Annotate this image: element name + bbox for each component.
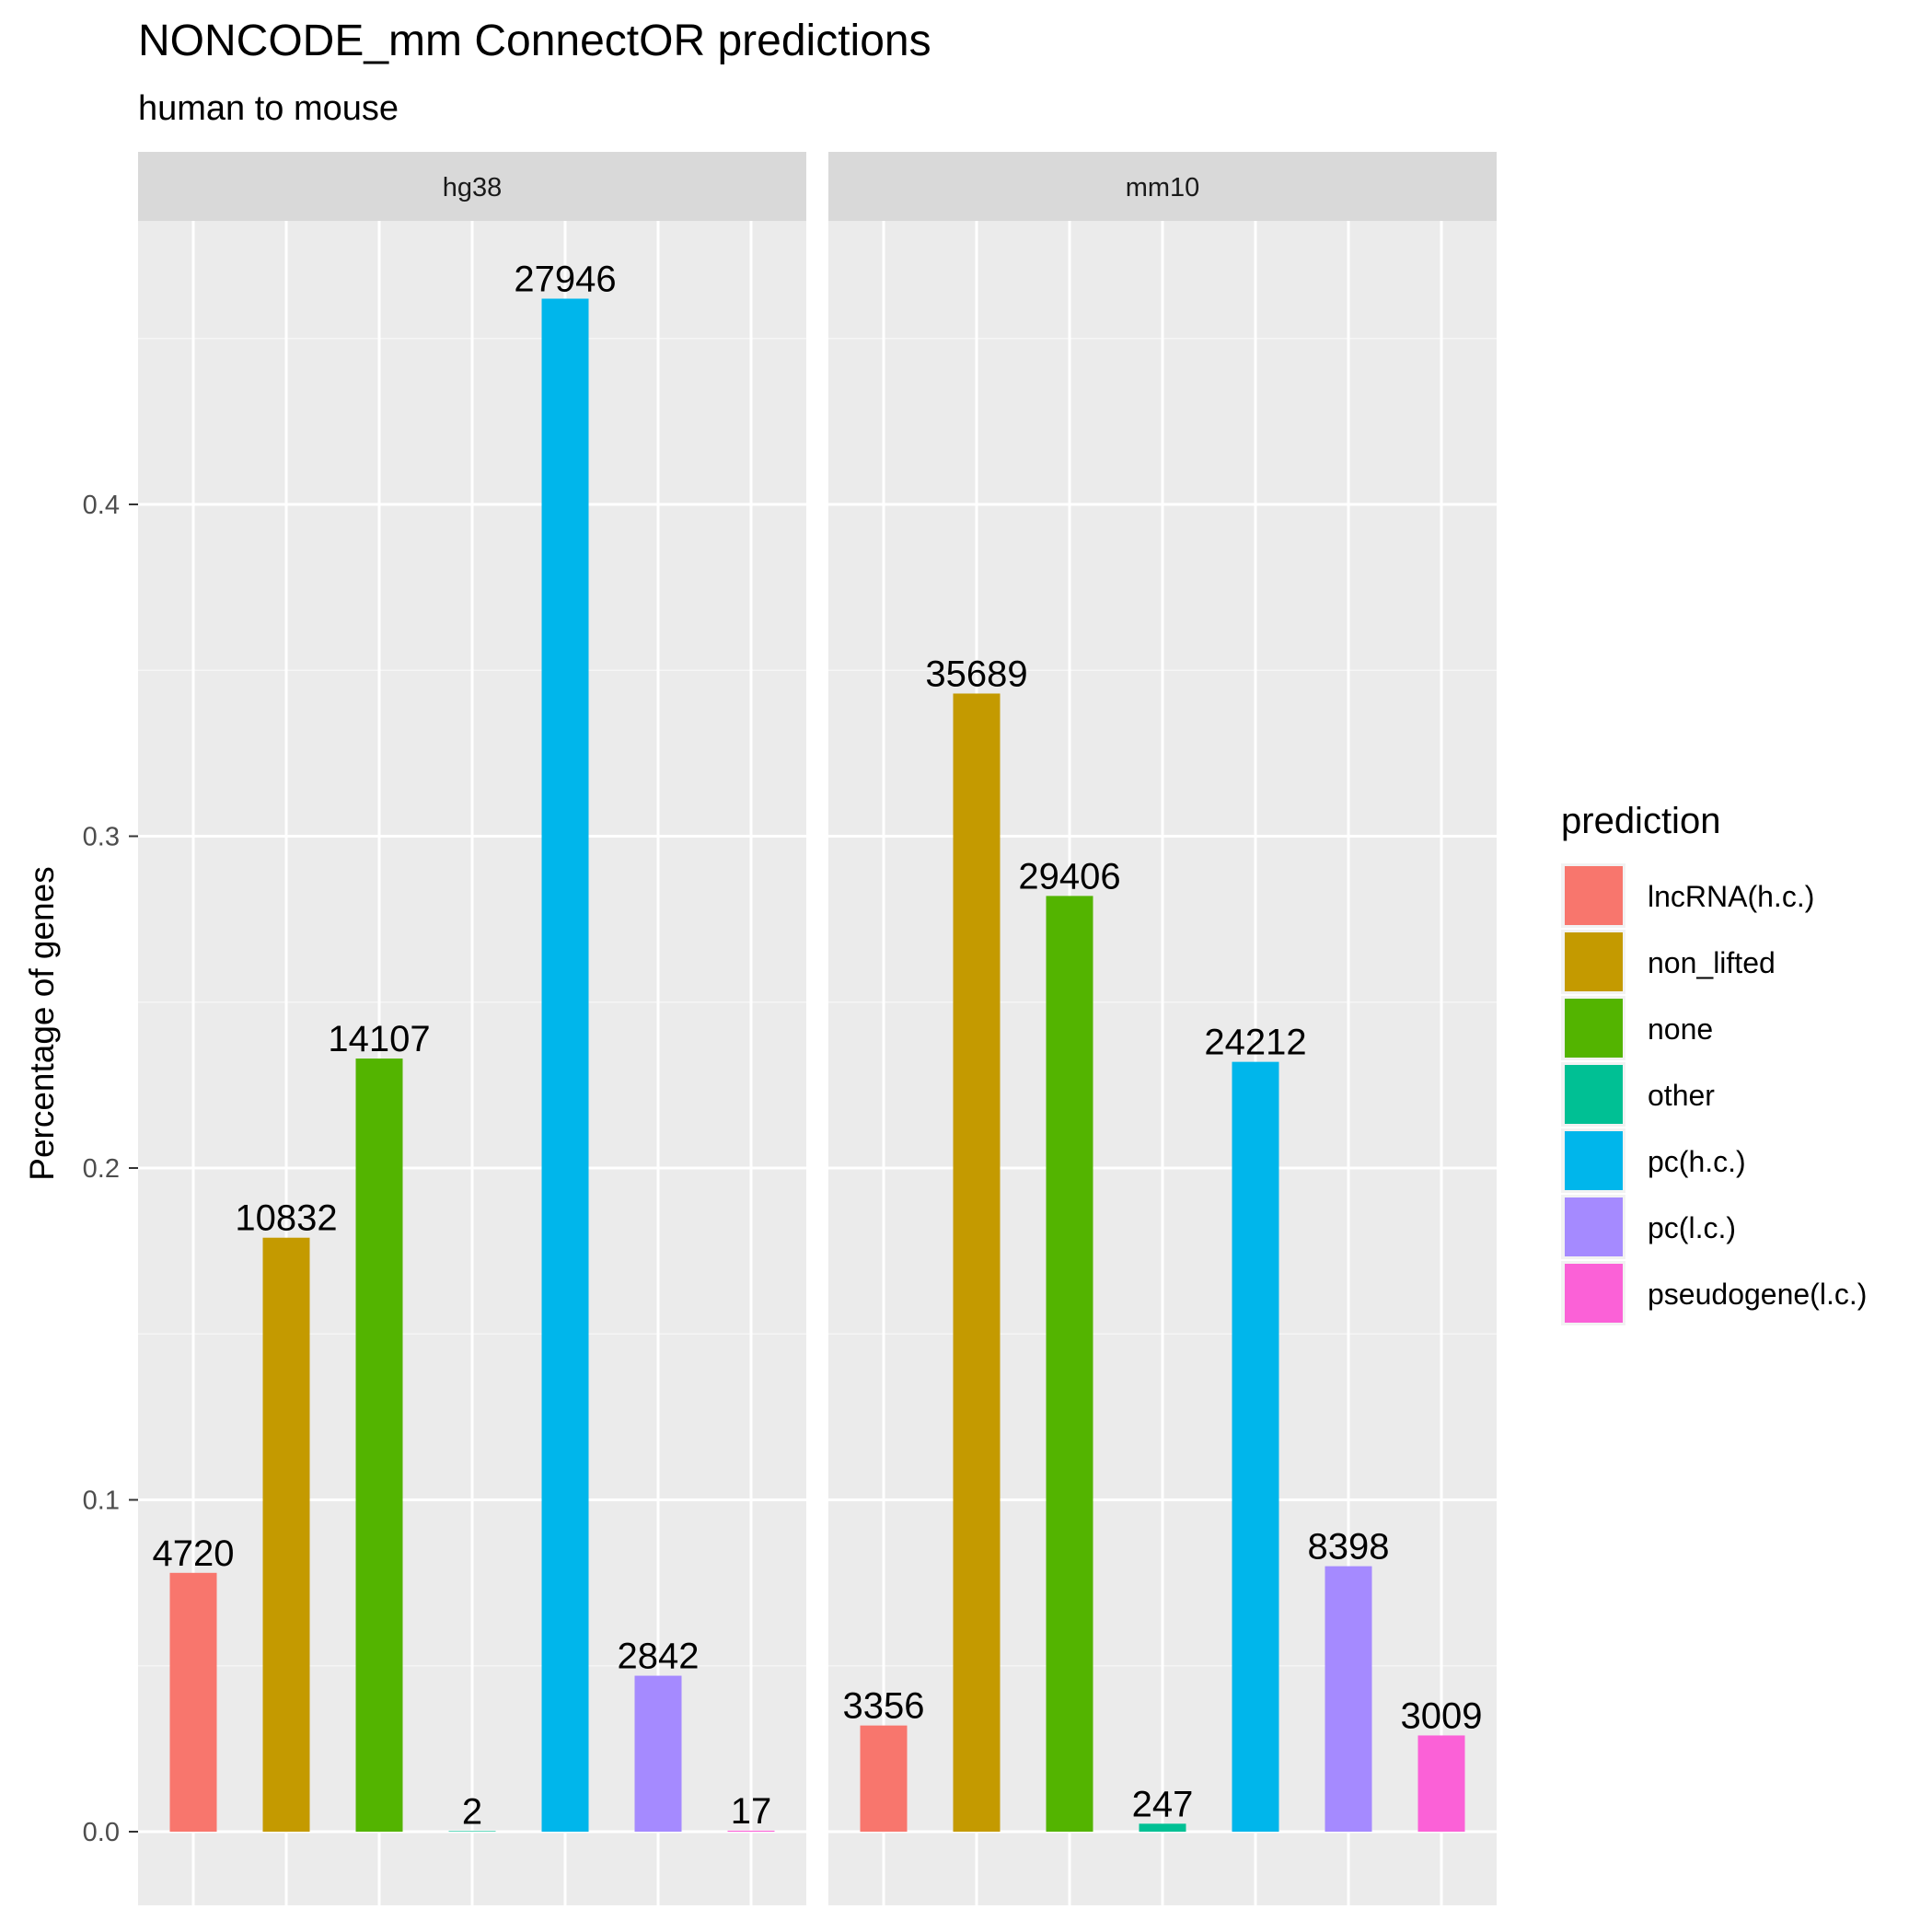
legend-swatch-pseudogene(l.c.) [1565,1264,1623,1323]
bar-data-label: 24212 [1204,1023,1306,1063]
legend-swatch-pc(h.c.) [1565,1131,1623,1190]
legend-label: pc(h.c.) [1648,1145,1746,1178]
bar-data-label: 2842 [618,1637,700,1677]
bar-hg38-other [448,1831,496,1832]
bar-mm10-pc(l.c.) [1325,1566,1372,1832]
y-axis: 0.0 0.1 0.2 0.3 0.4 [83,491,138,1847]
legend-swatch-non_lifted [1565,932,1623,991]
bar-data-label: 2 [462,1791,482,1832]
legend-label: pseudogene(l.c.) [1648,1278,1867,1311]
bar-hg38-non_lifted [262,1237,310,1832]
y-tick-label: 0.4 [83,491,120,520]
bar-mm10-none [1046,896,1093,1832]
bar-data-label: 8398 [1308,1527,1390,1568]
facet-strip [828,152,1497,221]
facet-strip-label: hg38 [443,173,503,202]
facet-panel-hg38: hg38 4720 10832 14107 2 27946 2842 17 [138,152,806,1905]
bar-data-label: 35689 [925,654,1027,694]
bar-data-label: 27946 [514,259,616,299]
y-tick-label: 0.2 [83,1154,120,1184]
bar-data-label: 3356 [843,1686,925,1727]
chart-subtitle: human to mouse [138,89,399,128]
legend-title: prediction [1561,801,1720,841]
y-tick-label: 0.0 [83,1818,120,1847]
facet-strip [138,152,806,221]
bar-data-label: 4720 [153,1533,235,1574]
legend-label: lncRNA(h.c.) [1648,880,1814,913]
y-axis-title: Percentage of genes [23,866,61,1180]
bar-hg38-pc(h.c.) [541,298,589,1832]
legend-label: non_lifted [1648,946,1776,979]
legend-label: pc(l.c.) [1648,1211,1736,1244]
bar-hg38-lncRNA(h.c.) [169,1572,217,1832]
bar-data-label: 29406 [1018,856,1120,897]
bar-mm10-non_lifted [953,693,1001,1832]
bar-mm10-lncRNA(h.c.) [860,1725,908,1832]
legend-swatch-none [1565,999,1623,1058]
legend-label: other [1648,1079,1715,1112]
bar-data-label: 17 [731,1791,772,1832]
bar-mm10-pc(h.c.) [1232,1061,1279,1832]
facet-panels: hg38 4720 10832 14107 2 27946 2842 17 mm10 3356 35… [138,152,1497,1905]
chart-title: NONCODE_mm ConnectOR predictions [138,17,931,65]
legend-swatch-pc(l.c.) [1565,1197,1623,1256]
bar-mm10-pseudogene(l.c.) [1417,1735,1465,1832]
facet-panel-mm10: mm10 3356 35689 29406 247 24212 8398 3009 [828,152,1497,1905]
y-tick-label: 0.1 [83,1487,120,1516]
bar-hg38-pc(l.c.) [634,1675,682,1832]
bar-hg38-pseudogene(l.c.) [727,1830,775,1832]
y-tick-label: 0.3 [83,823,120,852]
legend-label: none [1648,1012,1713,1046]
bar-data-label: 247 [1132,1784,1194,1824]
legend-swatch-lncRNA(h.c.) [1565,866,1623,925]
bar-mm10-other [1139,1823,1186,1832]
bar-data-label: 10832 [235,1198,337,1239]
legend-swatch-other [1565,1065,1623,1124]
facet-strip-label: mm10 [1126,173,1200,202]
bar-data-label: 3009 [1401,1695,1483,1736]
bar-hg38-none [355,1059,403,1832]
bar-data-label: 14107 [328,1019,430,1059]
